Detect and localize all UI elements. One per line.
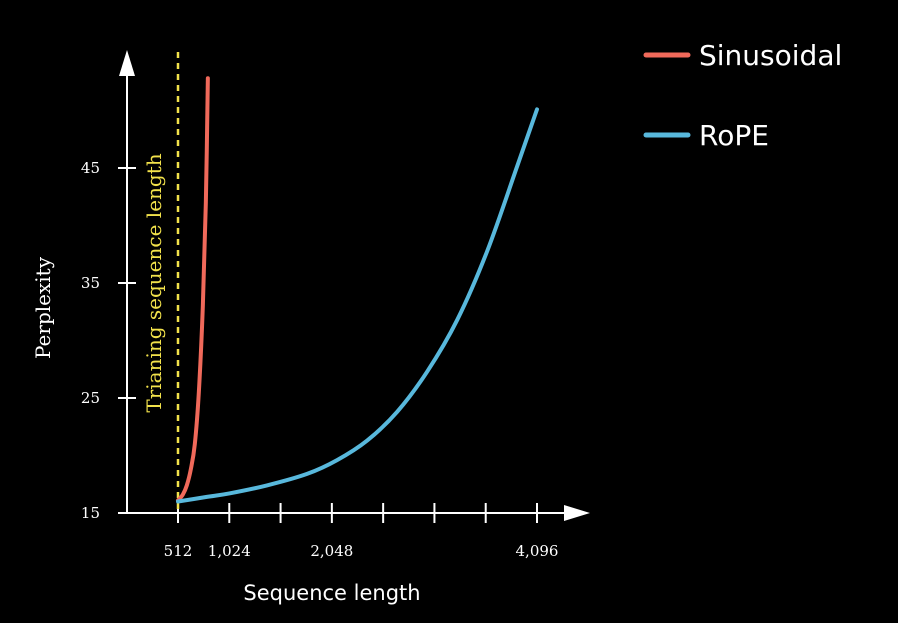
training-length-label: Trianing sequence length xyxy=(142,153,166,412)
x-axis-label: Sequence length xyxy=(243,581,420,605)
legend: Sinusoidal RoPE xyxy=(643,39,842,152)
y-axis-label: Perplexity xyxy=(31,256,55,359)
ticks: 512 1,024 2,048 4,096 15 25 35 45 xyxy=(81,159,559,560)
x-tick-label: 1,024 xyxy=(208,542,251,560)
y-tick-label: 35 xyxy=(81,274,100,292)
annotation-group: Trianing sequence length xyxy=(142,52,180,513)
series-line-rope xyxy=(176,107,539,504)
x-tick-label: 512 xyxy=(164,542,193,560)
x-tick-label: 2,048 xyxy=(310,542,353,560)
y-tick-label: 45 xyxy=(81,159,100,177)
axes xyxy=(119,50,590,521)
series-line-sinusoidal xyxy=(176,76,210,503)
x-axis-arrow-icon xyxy=(564,505,590,521)
legend-label: Sinusoidal xyxy=(699,39,842,72)
x-tick-label: 4,096 xyxy=(516,542,559,560)
series-lines xyxy=(176,76,539,504)
y-tick-label: 15 xyxy=(81,504,100,522)
legend-label: RoPE xyxy=(699,119,769,152)
y-tick-label: 25 xyxy=(81,389,100,407)
y-axis-arrow-icon xyxy=(119,50,135,76)
